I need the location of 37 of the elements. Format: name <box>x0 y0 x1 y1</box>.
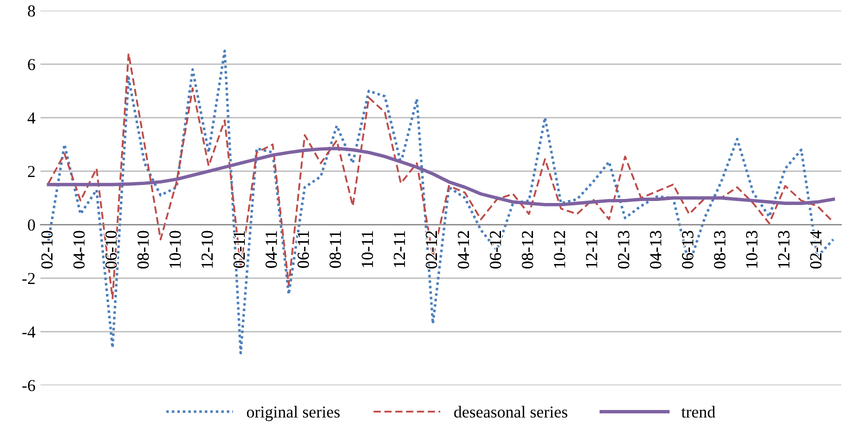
x-tick-label: 04-11 <box>266 231 277 268</box>
x-tick-label: 12-11 <box>394 231 405 268</box>
legend-label: deseasonal series <box>454 406 568 418</box>
x-tick-label: 12-10 <box>202 230 213 268</box>
x-tick-label: 06-12 <box>490 231 502 269</box>
x-tick-label: 08-12 <box>522 231 534 269</box>
y-tick-label: -2 <box>22 272 35 284</box>
x-tick-label: 08-11 <box>330 231 341 268</box>
x-tick-label: 02-12 <box>426 231 438 269</box>
x-tick-label: 04-12 <box>458 231 470 269</box>
legend-label: trend <box>681 406 716 418</box>
x-tick-label: 02-11 <box>234 231 245 268</box>
x-tick-label: 12-12 <box>586 231 598 268</box>
y-tick-label: 4 <box>28 112 36 124</box>
y-tick-label: -4 <box>22 326 36 338</box>
x-tick-label: 10-10 <box>170 230 181 268</box>
x-tick-label: 02-10 <box>41 230 53 269</box>
x-tick-label: 04-10 <box>73 230 85 269</box>
x-tick-label: 10-13 <box>746 230 758 268</box>
y-tick-label: 0 <box>28 219 35 231</box>
y-tick-label: -6 <box>22 380 36 392</box>
x-tick-label: 04-13 <box>650 230 662 269</box>
x-tick-label: 10-11 <box>362 231 373 268</box>
x-tick-label: 08-13 <box>714 230 726 269</box>
y-tick-label: 8 <box>28 5 35 17</box>
x-tick-label: 06-10 <box>105 230 117 269</box>
x-tick-label: 02-13 <box>618 230 630 269</box>
x-tick-label: 06-11 <box>298 231 309 268</box>
legend-label: original series <box>246 406 340 422</box>
x-tick-label: 10-12 <box>554 231 566 268</box>
line-series <box>46 146 835 206</box>
x-tick-label: 06-13 <box>682 230 694 269</box>
x-tick-label: 08-10 <box>138 230 149 269</box>
y-tick-label: 6 <box>28 58 36 70</box>
x-tick-label: 02-14 <box>810 230 822 269</box>
x-tick-label: 12-13 <box>778 230 790 268</box>
y-tick-label: 2 <box>28 166 35 177</box>
